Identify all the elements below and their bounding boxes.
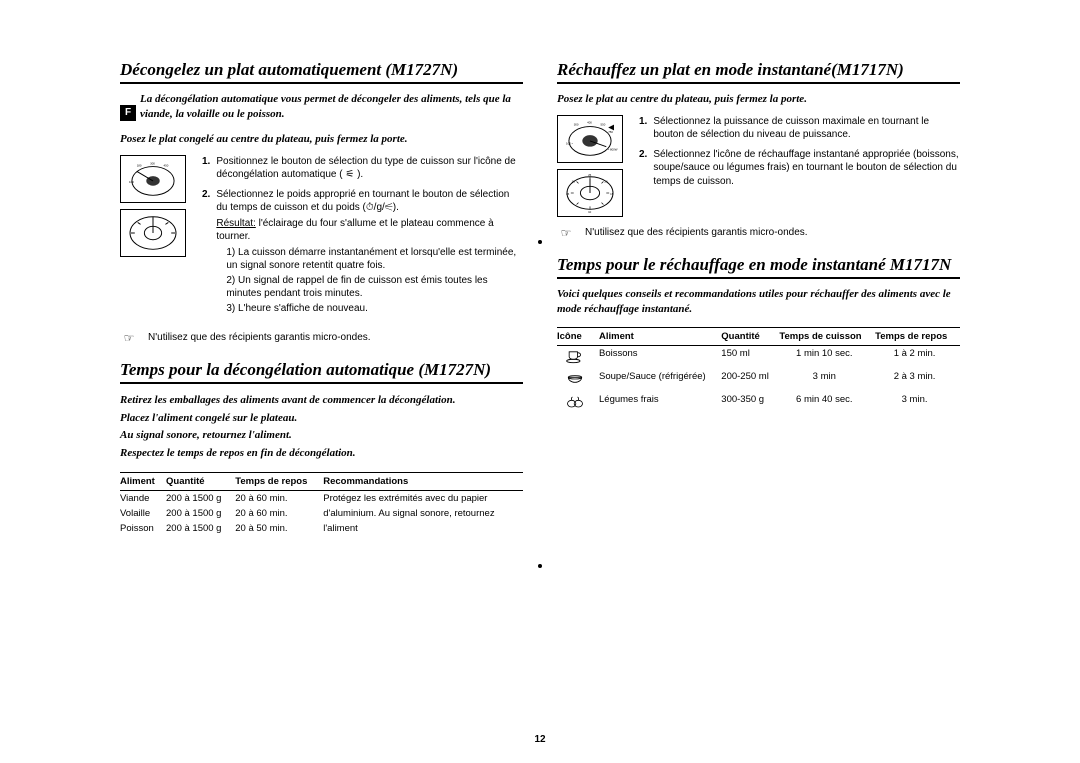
step-number: 2. (202, 188, 210, 317)
result-sublist: 1) La cuisson démarre instantanément et … (226, 246, 523, 316)
placement-instruction: Posez le plat au centre du plateau, puis… (557, 92, 960, 107)
info-icon: ☞ (557, 226, 575, 240)
intro-paragraph: La décongélation automatique vous permet… (140, 92, 523, 122)
left-column: Décongelez un plat automatiquement (M172… (120, 60, 523, 733)
timer-dial-icon: 25 20 15 30 35 10 (557, 169, 623, 217)
svg-text:300: 300 (150, 161, 155, 165)
page-number: 12 (0, 734, 1080, 745)
intro-paragraph: Voici quelques conseils et recommandatio… (557, 287, 960, 317)
note-text: N'utilisez que des récipients garantis m… (585, 227, 808, 238)
steps-block: 400 300 550750 100 • • 800W 25 20 15 30 35 10 1.S… (557, 115, 960, 217)
note-text: N'utilisez que des récipients garantis m… (148, 332, 371, 343)
section-title: Réchauffez un plat en mode instantané(M1… (557, 60, 960, 84)
col-header: Quantité (721, 327, 779, 345)
svg-text:10: 10 (588, 210, 592, 214)
dial-illustrations: 300 450 180 100 (120, 155, 190, 323)
svg-text:35: 35 (566, 192, 570, 196)
svg-text:550: 550 (601, 122, 606, 126)
svg-text:400: 400 (587, 121, 592, 125)
svg-text:750: 750 (608, 130, 613, 134)
svg-text:300: 300 (574, 122, 579, 126)
svg-text:15: 15 (610, 192, 614, 196)
svg-text:100 •: 100 • (566, 142, 573, 146)
table-row: Soupe/Sauce (réfrigérée)200-250 ml3 min2… (557, 369, 960, 392)
weight-dial-icon (120, 209, 186, 257)
info-icon: ☞ (120, 331, 138, 345)
col-header: Aliment (599, 327, 721, 345)
result-text: l'éclairage du four s'allume et le plate… (216, 218, 493, 243)
table-row: Viande200 à 1500 g20 à 60 min.Protégez l… (120, 491, 523, 507)
svg-text:20: 20 (604, 179, 608, 183)
step-text: Sélectionnez le poids approprié en tourn… (216, 188, 523, 317)
manual-page: F Décongelez un plat automatiquement (M1… (0, 0, 1080, 763)
placement-instruction: Posez le plat congelé au centre du plate… (120, 132, 523, 147)
cooking-type-dial-icon: 300 450 180 100 (120, 155, 186, 203)
col-header: Temps de repos (235, 473, 323, 491)
svg-text:30: 30 (572, 179, 576, 183)
reheat-table: Icône Aliment Quantité Temps de cuisson … (557, 327, 960, 415)
section-title: Temps pour le réchauffage en mode instan… (557, 255, 960, 279)
step-text: Sélectionnez l'icône de réchauffage inst… (653, 148, 960, 189)
section-title: Décongelez un plat automatiquement (M172… (120, 60, 523, 84)
step-number: 1. (202, 155, 210, 182)
language-badge: F (120, 105, 136, 121)
svg-text:100: 100 (129, 179, 134, 183)
note: ☞ N'utilisez que des récipients garantis… (557, 227, 960, 241)
section-title: Temps pour la décongélation automatique … (120, 360, 523, 384)
col-header: Aliment (120, 473, 166, 491)
fold-marks (538, 240, 542, 568)
col-header: Temps de repos (875, 327, 960, 345)
cup-icon (557, 345, 599, 369)
col-header: Quantité (166, 473, 235, 491)
vegetable-icon (557, 392, 599, 415)
table-row: Volaille200 à 1500 g20 à 60 min.d'alumin… (120, 506, 523, 521)
svg-text:• 800W: • 800W (608, 147, 618, 151)
note: ☞ N'utilisez que des récipients garantis… (120, 332, 523, 346)
table-row: Poisson200 à 1500 g20 à 50 min.l'aliment (120, 521, 523, 536)
power-dial-icon: 400 300 550750 100 • • 800W (557, 115, 623, 163)
table-row: Boissons150 ml1 min 10 sec.1 à 2 min. (557, 345, 960, 369)
col-header: Icône (557, 327, 599, 345)
svg-text:180: 180 (137, 163, 142, 167)
svg-text:25: 25 (588, 173, 592, 177)
instruction-list: Retirez les emballages des aliments avan… (120, 392, 523, 462)
step-number: 1. (639, 115, 647, 142)
table-row: Légumes frais300-350 g6 min 40 sec.3 min… (557, 392, 960, 415)
svg-text:450: 450 (164, 163, 169, 167)
steps-block: 300 450 180 100 1.Positionnez le bouton de … (120, 155, 523, 323)
bowl-icon (557, 369, 599, 392)
step-text: Sélectionnez la puissance de cuisson max… (653, 115, 960, 142)
col-header: Recommandations (323, 473, 523, 491)
dial-illustrations: 400 300 550750 100 • • 800W 25 20 15 30 35 10 (557, 115, 627, 217)
step-number: 2. (639, 148, 647, 189)
defrost-table: Aliment Quantité Temps de repos Recomman… (120, 472, 523, 536)
col-header: Temps de cuisson (779, 327, 875, 345)
right-column: Réchauffez un plat en mode instantané(M1… (557, 60, 960, 733)
result-label: Résultat: (216, 218, 255, 229)
step-text: Positionnez le bouton de sélection du ty… (216, 155, 523, 182)
